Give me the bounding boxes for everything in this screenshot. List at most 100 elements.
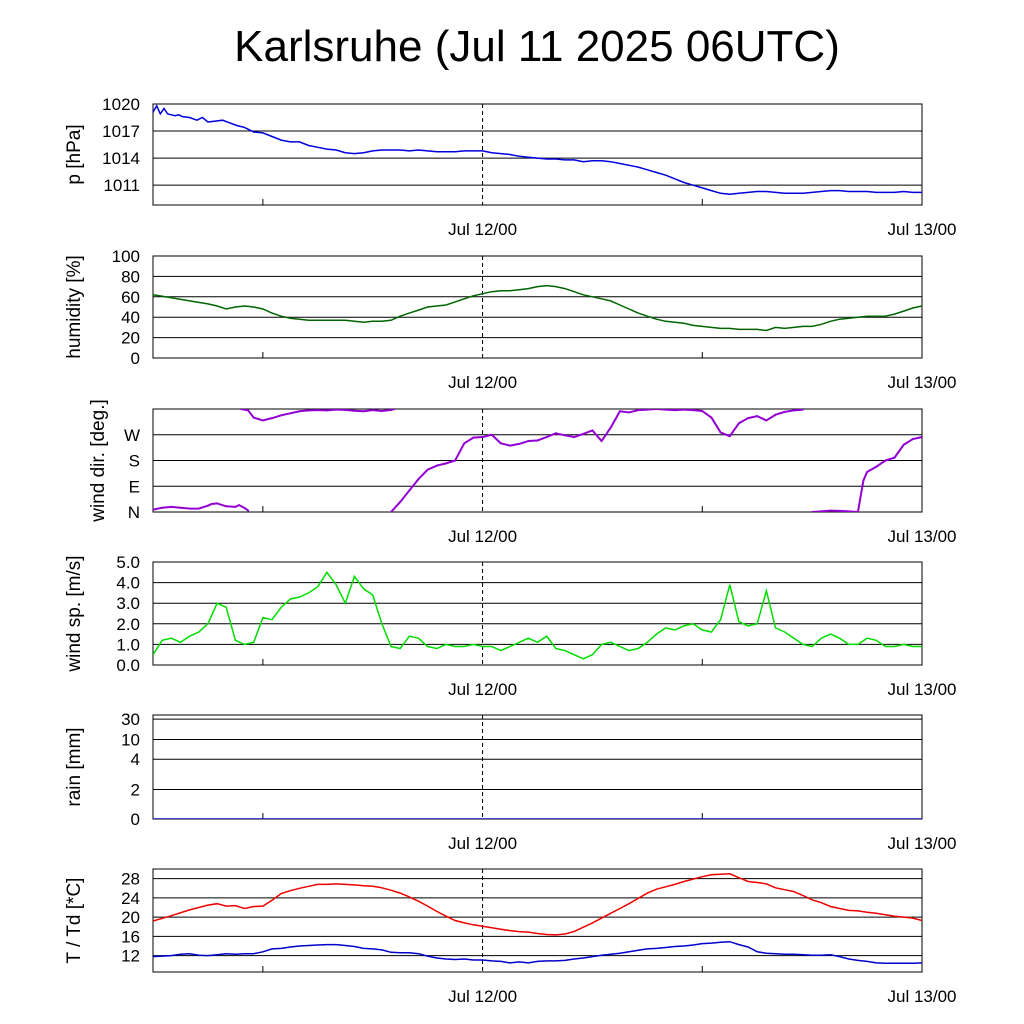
y-tick-label: 2.0 [116,615,140,634]
wind-dir-point [371,409,383,413]
x-tick-label: Jul 12/00 [448,527,517,546]
wind-dir-point [563,434,576,439]
wind-dir-point [472,436,484,439]
x-tick-label: Jul 13/00 [888,373,957,392]
wind-dir-point [673,409,685,412]
plot-frame [152,714,923,820]
y-tick-label: 3.0 [116,594,140,613]
wind-dir-point [618,410,631,414]
plot-frame [152,868,923,973]
wind-dir-point [238,504,246,509]
wind-dir-point [225,505,237,508]
y-tick-label: 12 [121,947,140,966]
wind-dir-point [390,500,402,512]
wind-dir-point [710,416,722,434]
wind-dir-point [170,505,182,509]
chart-title: Karlsruhe (Jul 11 2025 06UTC) [234,22,840,71]
y-tick-label: 0.0 [116,656,140,675]
wind-dir-point [243,506,250,512]
wind-dir-point [783,409,795,413]
plot-frame [152,255,923,359]
x-tick-label: Jul 13/00 [888,527,957,546]
wind-dir-point [820,509,832,512]
y-tick-label: E [129,477,140,496]
y-tick-label: 1020 [102,95,140,114]
y-tick-label: 16 [121,927,140,946]
wind-dir-point [573,432,585,439]
y-tick-label: 20 [121,908,140,927]
wind-dir-point [239,409,250,412]
wind-dir-point [719,431,731,438]
y-tick-label: 28 [121,870,140,889]
wind-dir-point [435,462,447,467]
temperature-line [153,873,922,936]
y-tick-label: 0 [131,349,140,368]
y-axis-label: T / Td [*C] [64,878,85,964]
y-tick-label: 60 [121,288,140,307]
wind-dir-point [161,505,173,509]
y-tick-label: 2 [131,780,140,799]
wind-dir-point [536,436,548,442]
wind-dir-point [344,409,356,412]
y-tick-label: 1011 [103,176,140,195]
pressure-line [153,104,922,195]
dewpoint-line [153,940,922,965]
y-tick-label: 0 [131,810,140,829]
humidity-line [153,284,922,332]
wind-dir-point [911,436,922,441]
y-tick-label: 1017 [102,122,140,141]
wind-dir-point [747,415,759,420]
wind-dir-point [838,509,850,512]
y-tick-label: W [124,426,140,445]
wind-dir-point [628,409,640,414]
wind-dir-point [280,412,292,417]
x-tick-label: Jul 13/00 [888,987,957,1006]
plot-frame [152,103,923,206]
wind-dir-point [408,478,420,492]
wind-dir-point [701,410,713,419]
wind-dir-point [490,433,502,445]
wind-dir-point [444,459,457,465]
x-tick-label: Jul 13/00 [888,220,957,239]
wind-dir-point [298,409,310,413]
wind-dir-point [582,429,594,435]
wind-dir-point [390,409,396,411]
wind-dir-point [499,442,512,447]
y-tick-label: 20 [121,329,140,348]
x-tick-label: Jul 12/00 [448,373,517,392]
y-tick-label: 40 [121,308,140,327]
y-tick-label: 1.0 [116,635,140,654]
wind-dir-point [792,409,804,412]
wind-dir-point [902,438,914,446]
y-axis-label: p [hPa] [64,124,85,184]
wind-dir-point [179,506,191,510]
wind-dir-point [655,409,667,411]
wind-dir-point [664,409,676,412]
wind-dir-point [862,470,869,482]
wind-dir-point [774,410,786,416]
wind-dir-point [325,409,338,412]
wind-dir-point [289,410,301,415]
wind-dir-point [609,410,621,429]
wind-dir-point [153,506,164,511]
y-axis-label: wind sp. [m/s] [64,555,85,672]
wind-dir-point [600,426,612,443]
wind-dir-point [261,417,274,422]
wind-dir-point [866,465,878,473]
wind-speed-line [153,570,922,660]
wind-dir-point [765,413,777,422]
wind-dir-point [884,456,896,462]
y-axis-label: humidity [%] [64,255,85,358]
wind-dir-points [153,409,922,512]
x-tick-label: Jul 13/00 [888,680,957,699]
x-tick-label: Jul 12/00 [448,680,517,699]
wind-dir-point [591,429,603,443]
wind-dir-point [509,442,521,447]
wind-speed-panel: 0.0 1.02.0 3.04.0 5.0 Jul 12/00 Jul 13/00 wind… [64,553,957,699]
wind-dir-point [380,409,393,413]
x-tick-label: Jul 12/00 [448,834,517,853]
y-axis-label: rain [mm] [64,727,85,806]
y-tick-label: 24 [121,889,140,908]
wind-dir-point [399,489,411,503]
